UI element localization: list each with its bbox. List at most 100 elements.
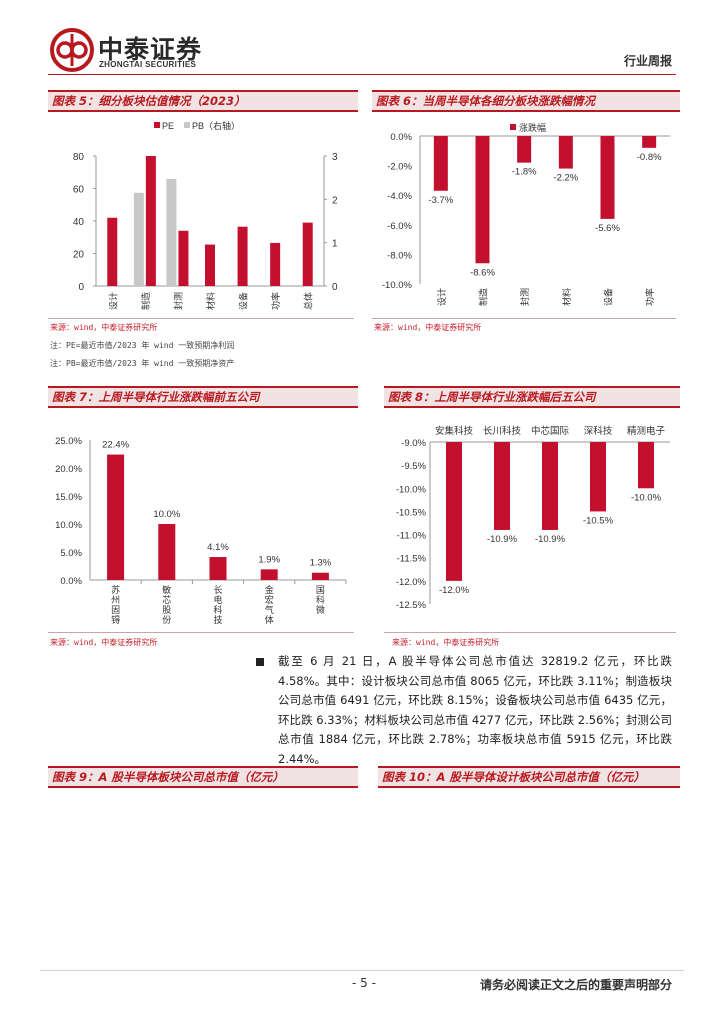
- fig7-bar: [260, 569, 278, 580]
- fig7-data-label: 1.9%: [258, 554, 280, 565]
- fig6-source: 来源：wind，中泰证券研究所: [374, 323, 482, 332]
- fig5-bar-pe: [302, 222, 313, 286]
- body-paragraph: 截至 6 月 21 日，A 股半导体公司总市值达 32819.2 亿元，环比跌 …: [278, 654, 672, 766]
- fig6-category-label: 设备: [603, 288, 614, 306]
- fig5-bar-pb: [166, 178, 177, 286]
- fig5-category-label: 设备: [238, 292, 249, 310]
- fig7-category-label: 国科微: [316, 585, 325, 615]
- fig5-legend-swatch-pb: [184, 122, 190, 128]
- fig10-title: 图表 10：A 股半导体设计板块公司总市值（亿元）: [378, 766, 680, 788]
- fig8-bar: [494, 442, 510, 530]
- zhongtai-logo-icon: [50, 28, 94, 72]
- svg-text:敏: 敏: [162, 584, 171, 595]
- fig8-tick-label: -11.5%: [397, 554, 427, 565]
- fig7-bar: [107, 454, 125, 580]
- fig8-bar: [446, 442, 462, 581]
- fig5-category-label: 材料: [205, 292, 216, 310]
- fig5-tick-label-right: 0: [332, 282, 338, 293]
- svg-text:固: 固: [111, 605, 120, 615]
- fig5-note-pb: 注：PB=最近市值/2023 年 wind 一致预期净资产: [50, 359, 235, 368]
- fig6-bar: [475, 136, 490, 264]
- fig7-data-label: 1.3%: [310, 558, 332, 569]
- fig8-data-label: -10.9%: [487, 534, 518, 545]
- svg-text:科: 科: [213, 604, 222, 615]
- svg-text:国: 国: [316, 585, 325, 595]
- svg-text:金: 金: [265, 584, 274, 595]
- fig8-category-label: 精测电子: [627, 425, 666, 437]
- fig6-bar: [517, 136, 532, 163]
- fig5-tick-label-right: 3: [332, 152, 338, 163]
- svg-text:科: 科: [316, 594, 325, 605]
- fig6-tick-label: -8.0%: [387, 250, 412, 261]
- svg-text:技: 技: [213, 614, 222, 625]
- fig5-tick-label-right: 2: [332, 195, 338, 206]
- fig8-bottom-rule: [384, 632, 676, 633]
- fig8-tick-label: -10.5%: [396, 507, 427, 518]
- fig6-tick-label: -10.0%: [382, 280, 413, 291]
- fig8-bar: [542, 442, 558, 530]
- page-number: - 5 -: [352, 976, 376, 990]
- fig7-data-label: 4.1%: [207, 542, 229, 553]
- fig5-source: 来源：wind，中泰证券研究所: [50, 323, 158, 332]
- fig5-tick-label-left: 20: [73, 250, 85, 261]
- fig6-bar: [558, 136, 573, 169]
- fig8-data-label: -10.0%: [631, 492, 662, 503]
- svg-text:股: 股: [162, 605, 171, 615]
- fig5-bar-pe: [178, 230, 189, 286]
- svg-text:长: 长: [213, 584, 222, 595]
- fig8-title: 图表 8：上周半导体行业涨跌幅后五公司: [384, 386, 680, 408]
- fig6-data-label: -3.7%: [428, 195, 453, 206]
- fig7-bar: [209, 557, 227, 580]
- fig7-source: 来源：wind，中泰证券研究所: [50, 638, 158, 647]
- fig5-tick-label-right: 1: [332, 239, 338, 250]
- fig8-tick-label: -9.5%: [401, 461, 426, 472]
- fig5-bar-pe: [270, 242, 281, 286]
- header-divider: [48, 74, 676, 75]
- fig6-tick-label: 0.0%: [390, 132, 412, 143]
- footer-divider: [40, 970, 684, 971]
- fig7-bar: [311, 572, 329, 580]
- fig8-tick-label: -11.0%: [397, 531, 427, 542]
- fig5-bar-pe: [205, 244, 215, 286]
- fig8-data-label: -10.9%: [535, 534, 566, 545]
- fig5-category-label: 功率: [270, 292, 281, 310]
- fig6-tick-label: -4.0%: [387, 191, 412, 202]
- fig8-data-label: -10.5%: [583, 515, 614, 526]
- svg-text:苏: 苏: [111, 584, 120, 595]
- fig7-bar: [158, 524, 176, 580]
- fig5-legend-label-pe: PE: [162, 121, 174, 131]
- fig5-tick-label-left: 80: [73, 152, 85, 163]
- svg-text:体: 体: [265, 614, 274, 625]
- svg-text:宏: 宏: [265, 594, 274, 605]
- footer-disclaimer: 请务必阅读正文之后的重要声明部分: [479, 978, 672, 992]
- fig7-data-label: 10.0%: [153, 509, 180, 520]
- logo-chinese-name: 中泰证券: [98, 35, 203, 64]
- fig5-tick-label-left: 40: [73, 217, 85, 228]
- fig8-data-label: -12.0%: [439, 585, 470, 596]
- report-type-label: 行业周报: [623, 54, 672, 68]
- fig8-tick-label: -12.0%: [396, 577, 427, 588]
- fig5-category-label: 封测: [172, 292, 183, 310]
- fig5-bar-pe: [237, 226, 248, 286]
- fig5-legend-label-pb: PB（右轴）: [192, 120, 240, 131]
- fig5-bar-pe: [107, 217, 118, 286]
- fig6-bar: [433, 136, 448, 191]
- svg-text:气: 气: [265, 604, 274, 615]
- fig8-source: 来源：wind，中泰证券研究所: [392, 638, 500, 647]
- fig6-category-label: 设计: [436, 288, 447, 306]
- fig7-tick-label: 10.0%: [55, 520, 82, 531]
- fig6-legend-label: 涨跌幅: [519, 122, 546, 133]
- fig7-tick-label: 0.0%: [60, 576, 82, 587]
- fig5-chart: 0 20 40 60 80 0 1 2 3 设计 制造 封测 材料 设备 功率 总体 PE PB（右轴）: [73, 120, 338, 310]
- fig6-data-label: -1.8%: [512, 167, 537, 178]
- svg-text:锝: 锝: [111, 615, 120, 625]
- fig6-data-label: -0.8%: [637, 152, 662, 163]
- fig5-bar-pb: [133, 192, 144, 286]
- fig8-tick-label: -9.0%: [401, 438, 426, 449]
- fig8-tick-label: -12.5%: [396, 600, 427, 611]
- fig6-category-label: 材料: [561, 288, 572, 306]
